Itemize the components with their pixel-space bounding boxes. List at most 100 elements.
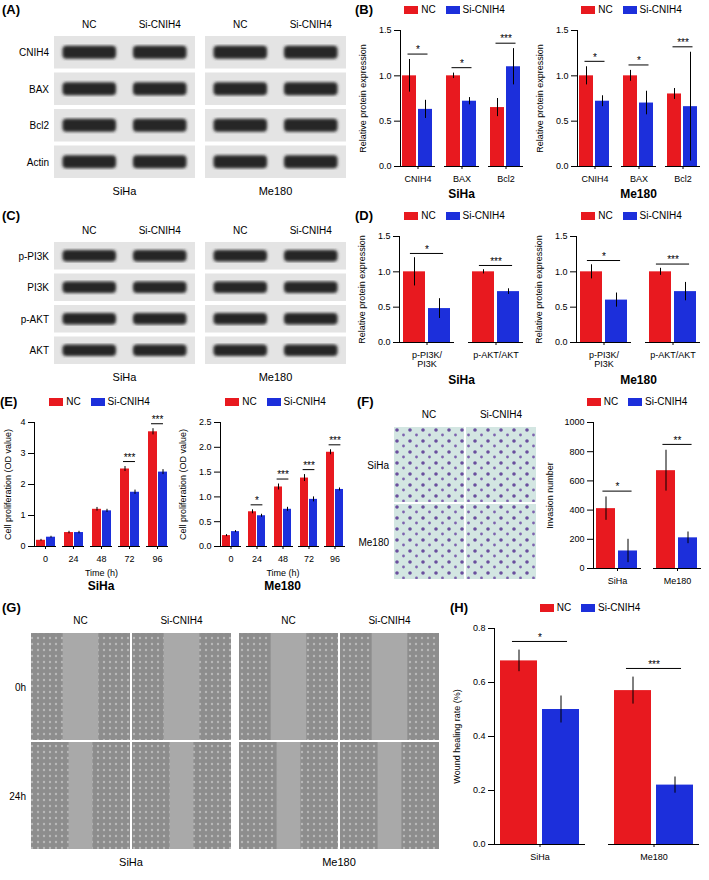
svg-text:p-PI3K/PI3K: p-PI3K/PI3K <box>589 350 620 369</box>
svg-text:Me180: Me180 <box>664 576 692 586</box>
svg-text:Si-CNIH4: Si-CNIH4 <box>160 615 203 626</box>
svg-text:*: * <box>255 495 259 506</box>
svg-text:48: 48 <box>96 554 106 564</box>
svg-text:2.0: 2.0 <box>199 442 212 452</box>
svg-text:p-PI3K/PI3K: p-PI3K/PI3K <box>412 350 443 369</box>
svg-text:1.0: 1.0 <box>555 267 568 277</box>
svg-text:PI3K: PI3K <box>27 282 49 293</box>
svg-text:Me180: Me180 <box>322 856 356 868</box>
svg-text:Si-CNIH4: Si-CNIH4 <box>368 615 411 626</box>
svg-text:*: * <box>593 52 597 63</box>
svg-text:BAX: BAX <box>630 174 648 184</box>
svg-text:600: 600 <box>569 476 584 486</box>
svg-text:4: 4 <box>20 417 25 427</box>
svg-text:24: 24 <box>68 554 78 564</box>
svg-text:p-AKT/AKT: p-AKT/AKT <box>473 350 519 360</box>
svg-text:0.5: 0.5 <box>556 116 569 126</box>
svg-text:SiHa: SiHa <box>113 185 138 197</box>
svg-text:72: 72 <box>124 554 134 564</box>
svg-text:***: *** <box>677 37 689 48</box>
svg-text:NC: NC <box>82 225 96 236</box>
svg-text:0.5: 0.5 <box>379 116 392 126</box>
svg-text:NC: NC <box>281 615 295 626</box>
svg-text:Si-CNIH4: Si-CNIH4 <box>139 225 182 236</box>
svg-text:NC: NC <box>422 409 436 420</box>
svg-text:1.5: 1.5 <box>379 25 392 35</box>
svg-text:Invasion number: Invasion number <box>545 462 555 529</box>
svg-text:***: *** <box>490 256 502 267</box>
svg-text:Relative protein expression: Relative protein expression <box>357 235 367 344</box>
svg-text:BAX: BAX <box>29 84 49 95</box>
svg-text:CNIH4: CNIH4 <box>19 47 49 58</box>
svg-text:24: 24 <box>252 554 262 564</box>
svg-text:200: 200 <box>569 534 584 544</box>
svg-text:0: 0 <box>20 541 25 551</box>
svg-text:AKT: AKT <box>30 345 49 356</box>
svg-text:0.0: 0.0 <box>473 839 486 849</box>
svg-text:1.0: 1.0 <box>379 71 392 81</box>
svg-text:1.5: 1.5 <box>199 467 212 477</box>
svg-text:96: 96 <box>330 554 340 564</box>
svg-text:NC: NC <box>82 19 96 30</box>
svg-text:2.5: 2.5 <box>199 417 212 427</box>
svg-text:Si-CNIH4: Si-CNIH4 <box>139 19 182 30</box>
svg-text:*: * <box>460 58 464 69</box>
svg-text:0.6: 0.6 <box>473 677 486 687</box>
svg-text:3: 3 <box>20 448 25 458</box>
svg-text:Time (h): Time (h) <box>266 568 299 578</box>
svg-text:0: 0 <box>228 554 233 564</box>
svg-text:Bcl2: Bcl2 <box>30 120 50 131</box>
svg-text:1: 1 <box>20 510 25 520</box>
svg-text:Si-CNIH4: Si-CNIH4 <box>480 409 523 420</box>
svg-text:Time (h): Time (h) <box>85 568 118 578</box>
svg-text:CNIH4: CNIH4 <box>404 174 431 184</box>
svg-text:1000: 1000 <box>564 417 584 427</box>
svg-text:***: *** <box>500 33 512 44</box>
svg-text:*: * <box>416 44 420 55</box>
svg-text:**: ** <box>674 435 682 446</box>
svg-text:Me180: Me180 <box>259 371 293 383</box>
svg-text:400: 400 <box>569 505 584 515</box>
svg-text:Si-CNIH4: Si-CNIH4 <box>290 19 333 30</box>
svg-text:***: *** <box>329 435 341 446</box>
svg-text:SiHa: SiHa <box>119 856 144 868</box>
svg-text:Actin: Actin <box>27 157 49 168</box>
svg-text:(F): (F) <box>357 394 374 409</box>
svg-text:*: * <box>637 55 641 66</box>
svg-text:*: * <box>602 251 606 262</box>
svg-text:1.5: 1.5 <box>378 231 391 241</box>
svg-text:SiHa: SiHa <box>530 852 550 862</box>
svg-text:***: *** <box>648 659 660 670</box>
svg-text:Si-CNIH4: Si-CNIH4 <box>290 225 333 236</box>
svg-text:Me180: Me180 <box>259 185 293 197</box>
svg-text:0.0: 0.0 <box>555 337 568 347</box>
svg-text:Relative protein expression: Relative protein expression <box>358 44 368 153</box>
svg-text:2: 2 <box>20 479 25 489</box>
svg-text:BAX: BAX <box>453 174 471 184</box>
svg-text:1.0: 1.0 <box>556 71 569 81</box>
svg-text:0.5: 0.5 <box>555 302 568 312</box>
svg-text:0.5: 0.5 <box>378 302 391 312</box>
svg-text:SiHa: SiHa <box>113 371 138 383</box>
svg-text:800: 800 <box>569 447 584 457</box>
svg-text:Wound healing rate (%): Wound healing rate (%) <box>452 689 462 783</box>
svg-text:p-PI3K: p-PI3K <box>18 251 49 262</box>
svg-text:0h: 0h <box>15 682 26 693</box>
svg-text:0.0: 0.0 <box>379 161 392 171</box>
svg-text:0.0: 0.0 <box>199 541 212 551</box>
svg-text:p-AKT/AKT: p-AKT/AKT <box>650 350 696 360</box>
svg-text:1.0: 1.0 <box>199 492 212 502</box>
svg-text:*: * <box>616 481 620 492</box>
svg-text:Relative protein expression: Relative protein expression <box>534 235 544 344</box>
svg-text:Cell proliferation (OD value): Cell proliferation (OD value) <box>3 429 13 540</box>
svg-text:0: 0 <box>43 554 48 564</box>
svg-text:*: * <box>538 632 542 643</box>
svg-text:***: *** <box>667 254 679 265</box>
svg-text:48: 48 <box>278 554 288 564</box>
svg-text:24h: 24h <box>9 791 26 802</box>
svg-text:72: 72 <box>304 554 314 564</box>
svg-text:96: 96 <box>152 554 162 564</box>
svg-text:Me180: Me180 <box>640 852 668 862</box>
svg-text:Bcl2: Bcl2 <box>497 174 515 184</box>
svg-text:SiHa: SiHa <box>367 460 389 471</box>
